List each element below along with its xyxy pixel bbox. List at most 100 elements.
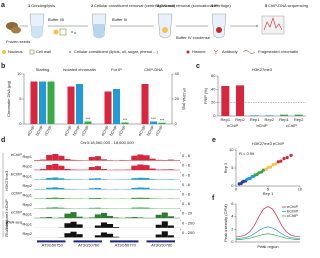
legend-text: cChIP xyxy=(287,213,298,218)
signal-bin xyxy=(131,217,138,219)
signal-bin xyxy=(125,160,132,161)
signal-bin xyxy=(46,177,53,180)
signal-bin xyxy=(64,168,71,171)
y2-tick-label: 40 xyxy=(175,71,180,76)
signal-bin xyxy=(76,224,83,228)
signal-bin xyxy=(52,187,59,190)
signal-bin xyxy=(119,169,126,171)
signal-bin xyxy=(52,197,59,199)
signal-bin xyxy=(58,217,65,219)
y-tick-label: 0 xyxy=(231,183,234,188)
scatter-point xyxy=(274,162,278,166)
signal-bin xyxy=(100,212,107,219)
x-tick-label: Rep1 xyxy=(250,117,260,122)
signal-bin xyxy=(70,231,77,238)
bar xyxy=(294,114,303,116)
group-label: H3K4me3 eChIP xyxy=(4,199,9,229)
signal-bin xyxy=(40,169,47,171)
note: Buffer IV condense xyxy=(176,35,211,40)
signal-bin xyxy=(119,159,126,161)
signal-bin xyxy=(46,207,53,209)
signal-bin xyxy=(40,217,47,219)
signal-bin xyxy=(88,178,95,180)
signal-bin xyxy=(58,197,65,199)
signal-bin xyxy=(82,169,89,171)
bar xyxy=(150,121,157,124)
bar xyxy=(39,81,46,124)
step-number: 5 xyxy=(265,3,268,8)
signal-bin xyxy=(107,224,114,228)
signal-bin xyxy=(52,177,59,180)
track-range: 0 - 6 xyxy=(182,191,191,196)
axis xyxy=(23,74,173,125)
step-title: Cell wall removal (sonication/centrifuge… xyxy=(160,3,231,8)
signal-bin xyxy=(46,217,53,219)
track-range: 0 - 200 xyxy=(182,230,195,235)
signal-bin xyxy=(131,207,138,209)
signal-bin xyxy=(143,155,150,161)
bar xyxy=(221,86,230,116)
signal-bin xyxy=(94,197,101,199)
track-name: RNA-seq xyxy=(6,219,22,224)
signal-bin xyxy=(149,188,156,190)
significance: *** xyxy=(123,117,128,122)
track-range: 0 - 6 xyxy=(182,172,191,177)
signal-bin xyxy=(100,169,107,171)
scatter-point xyxy=(257,171,261,175)
x-tick-label: bChIP xyxy=(145,124,155,136)
group-label: For IP xyxy=(111,67,122,72)
signal-bin xyxy=(94,166,101,171)
gene-name: AT3G50750 xyxy=(42,242,64,247)
track-rep: Rep2 xyxy=(22,231,32,236)
axis xyxy=(217,76,306,117)
signal-bin xyxy=(52,154,59,161)
group-label: RNA-seq xyxy=(4,221,9,237)
y-tick-label: 60 xyxy=(211,73,216,78)
signal-bin xyxy=(94,178,101,180)
x-label: Rep 1 xyxy=(263,191,274,196)
signal-bin xyxy=(88,157,95,161)
y-tick-label: 0 xyxy=(19,121,22,126)
signal-bin xyxy=(125,217,132,219)
legend-text: Cell wall xyxy=(36,49,51,54)
signal-bin xyxy=(161,169,168,171)
y-tick-label: 20 xyxy=(211,100,216,105)
signal-bin xyxy=(64,179,71,180)
bar xyxy=(280,114,288,116)
track-rep: Rep1 xyxy=(22,221,32,226)
profile-line xyxy=(236,233,300,240)
signal-bin xyxy=(52,207,59,209)
signal-bin xyxy=(70,169,77,171)
scatter-point xyxy=(276,160,280,164)
signal-bin xyxy=(76,160,83,161)
signal-bin xyxy=(88,198,95,199)
panel-label: e xyxy=(212,137,216,144)
y2-label: IP-DNA (ng) xyxy=(182,88,187,110)
x-tick-label: bChIP xyxy=(71,124,81,136)
y-label: Rep 2 xyxy=(223,162,228,173)
bar xyxy=(113,89,120,124)
track-name: eChIP xyxy=(11,152,22,157)
signal-bin xyxy=(107,215,114,219)
bar xyxy=(158,122,166,124)
significance: *** xyxy=(160,117,165,122)
signal-bin xyxy=(88,188,95,190)
signal-bin xyxy=(149,179,156,180)
step-number: 3 xyxy=(157,3,160,8)
track-rep: Rep2 xyxy=(22,183,32,188)
panel-label: a xyxy=(1,2,5,9)
track-range: 0 - 200 xyxy=(182,220,195,225)
signal-bin xyxy=(64,188,71,190)
gene-name: AT3G50770 xyxy=(115,242,137,247)
track-range: 0 - 6 xyxy=(182,182,191,187)
x-tick-label: Rep2 xyxy=(294,117,304,122)
signal-bin xyxy=(113,217,120,219)
signal-bin xyxy=(161,159,168,161)
workflow-art xyxy=(2,13,285,55)
signal-bin xyxy=(46,165,53,171)
track-rep: Rep2 xyxy=(22,202,32,207)
signal-bin xyxy=(137,177,144,180)
x-tick-label: eChIP xyxy=(63,124,73,136)
track-rep: Rep1 xyxy=(22,154,32,159)
signal-bin xyxy=(34,159,41,161)
